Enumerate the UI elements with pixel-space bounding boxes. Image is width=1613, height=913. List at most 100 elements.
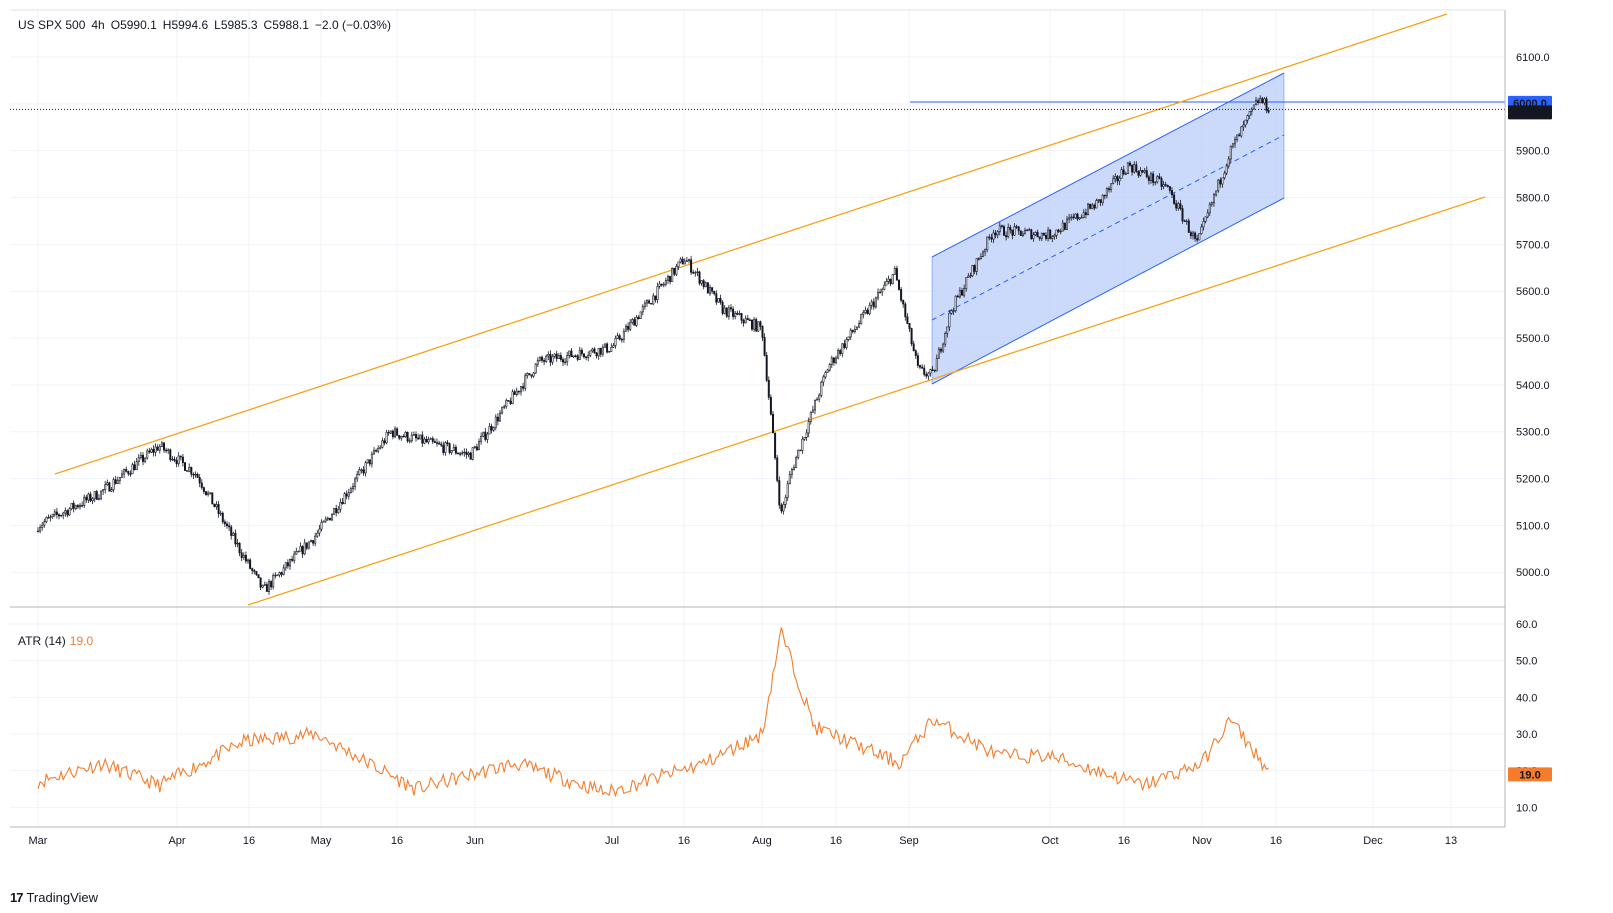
candle-body <box>72 502 75 509</box>
atr-legend[interactable]: ATR (14) 19.0 <box>18 634 93 648</box>
time-tick-label: Jun <box>466 835 484 847</box>
candle-body <box>129 473 132 475</box>
candle-body <box>450 450 453 453</box>
candle-body <box>62 512 65 516</box>
candle-body <box>627 325 630 330</box>
candle-body <box>866 309 869 315</box>
candle-body <box>108 482 111 492</box>
candle-body <box>100 490 103 499</box>
candle-body <box>1173 194 1176 204</box>
candle-body <box>830 357 833 365</box>
candle-body <box>904 303 907 318</box>
atr-badge-bg <box>1508 767 1552 782</box>
candle-body <box>610 347 613 352</box>
candle-body <box>1055 229 1058 236</box>
candle-body <box>1206 212 1209 218</box>
candle-body <box>673 267 676 275</box>
candle-body <box>389 430 392 434</box>
symbol-legend[interactable]: US SPX 500 4h O5990.1 H5994.6 L5985.3 C5988.1… <box>18 18 397 32</box>
candle-body <box>965 277 968 289</box>
candle-body <box>1160 178 1163 187</box>
candle-body <box>1101 194 1104 203</box>
parallel-channel[interactable] <box>54 13 1486 606</box>
candle-body <box>459 453 462 455</box>
time-tick-label: Dec <box>1363 835 1383 847</box>
candle-body <box>862 312 865 315</box>
candle-body <box>1164 184 1167 186</box>
candle-body <box>169 449 172 460</box>
candle-body <box>981 251 984 257</box>
candle-body <box>66 510 69 516</box>
candle-body <box>635 316 638 326</box>
candle-body <box>1175 203 1178 209</box>
candle-body <box>515 390 518 395</box>
candle-body <box>713 290 716 294</box>
candle-body <box>51 513 54 518</box>
candle-body <box>1126 162 1129 175</box>
candle-body <box>851 329 854 333</box>
candle-body <box>217 504 220 514</box>
candle-body <box>1238 134 1241 137</box>
candle-body <box>1219 179 1222 185</box>
candle-body <box>375 450 378 452</box>
candle-body <box>41 524 44 528</box>
candle-body <box>1227 158 1230 167</box>
candle-body <box>954 295 957 311</box>
change-value: −2.0 (−0.03%) <box>314 18 391 32</box>
candle-body <box>696 271 699 273</box>
candle-body <box>454 446 457 454</box>
candle-body <box>165 449 168 452</box>
candle-body <box>326 517 329 520</box>
candle-body <box>148 450 151 453</box>
candle-body <box>801 438 804 451</box>
time-tick-label: 16 <box>830 835 842 847</box>
candle-body <box>1225 165 1228 174</box>
tradingview-brand[interactable]: 17 TradingView <box>10 890 98 905</box>
candle-body <box>524 375 527 389</box>
candle-body <box>1061 222 1064 232</box>
candle-body <box>507 400 510 402</box>
candle-body <box>414 434 417 439</box>
candle-body <box>160 442 163 447</box>
candle-body <box>404 432 407 437</box>
candle-body <box>238 542 241 554</box>
candle-body <box>278 572 281 576</box>
candle-body <box>421 434 424 444</box>
candle-body <box>765 355 768 381</box>
time-axis[interactable]: Mar Apr 16 May 16 Jun Jul 16 Aug 16 Sep Oct 16 Nov 16 D… <box>29 835 1458 847</box>
candle-body <box>465 451 468 455</box>
candle-body <box>330 514 333 521</box>
candle-body <box>377 448 380 452</box>
candle-body <box>923 367 926 375</box>
candle-body <box>177 455 180 465</box>
candle-body <box>715 293 718 303</box>
candle-body <box>154 446 157 453</box>
candle-body <box>127 471 130 474</box>
candle-body <box>385 431 388 444</box>
candle-body <box>511 391 514 404</box>
candle-body <box>929 369 932 374</box>
candle-body <box>572 355 575 358</box>
price-axis[interactable]: 6100.06000.05900.05800.05700.05600.05500… <box>1516 52 1550 579</box>
candle-body <box>1194 232 1197 239</box>
candle-body <box>70 502 73 510</box>
candle-body <box>205 491 208 495</box>
regression-channel[interactable] <box>910 72 1505 385</box>
candle-body <box>1236 134 1239 141</box>
candle-body <box>677 261 680 267</box>
candle-body <box>123 469 126 475</box>
candle-body <box>547 354 550 357</box>
candle-body <box>744 318 747 324</box>
candle-body <box>202 487 205 492</box>
candle-body <box>1208 203 1211 214</box>
candle-body <box>566 355 569 363</box>
candle-body <box>1263 98 1266 104</box>
candle-body <box>1162 184 1165 187</box>
candle-body <box>1021 233 1024 236</box>
candle-body <box>467 452 470 455</box>
candle-body <box>685 260 688 262</box>
atr-badge: 19.0 <box>1519 769 1540 781</box>
candle-body <box>585 356 588 358</box>
candle-body <box>788 474 791 485</box>
